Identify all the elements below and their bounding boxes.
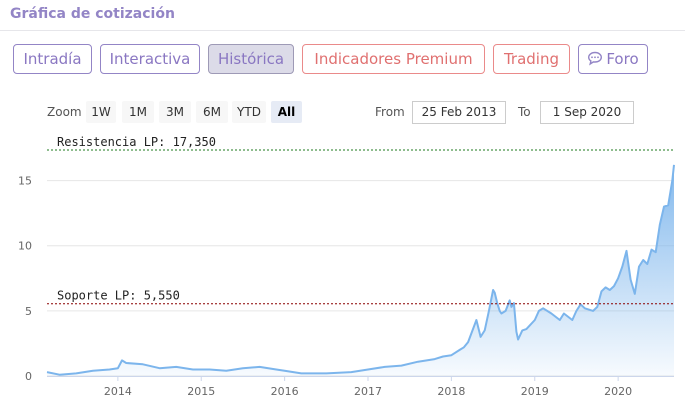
chat-bubble-icon bbox=[587, 47, 603, 75]
y-tick-label: 0 bbox=[25, 370, 32, 383]
tab-interactiva[interactable]: Interactiva bbox=[100, 44, 200, 74]
tab-label: Intradía bbox=[23, 50, 82, 68]
x-tick-label: 2016 bbox=[271, 385, 299, 398]
tab-label: Trading bbox=[503, 50, 560, 68]
tab-historica[interactable]: Histórica bbox=[208, 44, 294, 74]
zoom-all-button[interactable]: All bbox=[271, 101, 302, 123]
tab-label: Foro bbox=[606, 50, 639, 68]
zoom-1m-button[interactable]: 1M bbox=[122, 101, 154, 123]
price-area bbox=[47, 164, 674, 376]
chart-section-title: Gráfica de cotización bbox=[10, 6, 175, 22]
zoom-ytd-button[interactable]: YTD bbox=[232, 101, 266, 123]
support-label: Soporte LP: 5,550 bbox=[57, 289, 180, 303]
range-from-label: From bbox=[375, 105, 405, 119]
x-tick-label: 2017 bbox=[354, 385, 382, 398]
zoom-3m-button[interactable]: 3M bbox=[159, 101, 191, 123]
x-tick-label: 2014 bbox=[104, 385, 132, 398]
x-tick-label: 2015 bbox=[187, 385, 215, 398]
resistance-label: Resistencia LP: 17,350 bbox=[57, 135, 216, 149]
tab-foro[interactable]: Foro bbox=[578, 44, 648, 74]
tab-indicadores-premium[interactable]: Indicadores Premium bbox=[302, 44, 485, 74]
title-divider bbox=[0, 30, 685, 31]
zoom-6m-button[interactable]: 6M bbox=[196, 101, 228, 123]
y-tick-label: 5 bbox=[25, 305, 32, 318]
range-to-input[interactable]: 1 Sep 2020 bbox=[540, 101, 634, 124]
y-tick-label: 15 bbox=[18, 175, 32, 188]
x-tick-label: 2020 bbox=[604, 385, 632, 398]
y-tick-label: 10 bbox=[18, 240, 32, 253]
price-line bbox=[46, 164, 675, 376]
x-tick-label: 2018 bbox=[437, 385, 465, 398]
range-from-input[interactable]: 25 Feb 2013 bbox=[412, 101, 506, 124]
tab-trading[interactable]: Trading bbox=[493, 44, 570, 74]
tab-label: Indicadores Premium bbox=[314, 50, 473, 68]
range-to-label: To bbox=[518, 105, 531, 119]
zoom-1w-button[interactable]: 1W bbox=[86, 101, 116, 123]
tab-intradia[interactable]: Intradía bbox=[13, 44, 92, 74]
x-tick-label: 2019 bbox=[521, 385, 549, 398]
zoom-label: Zoom bbox=[47, 105, 82, 119]
tab-label: Interactiva bbox=[109, 50, 191, 68]
tab-label: Histórica bbox=[217, 50, 285, 68]
